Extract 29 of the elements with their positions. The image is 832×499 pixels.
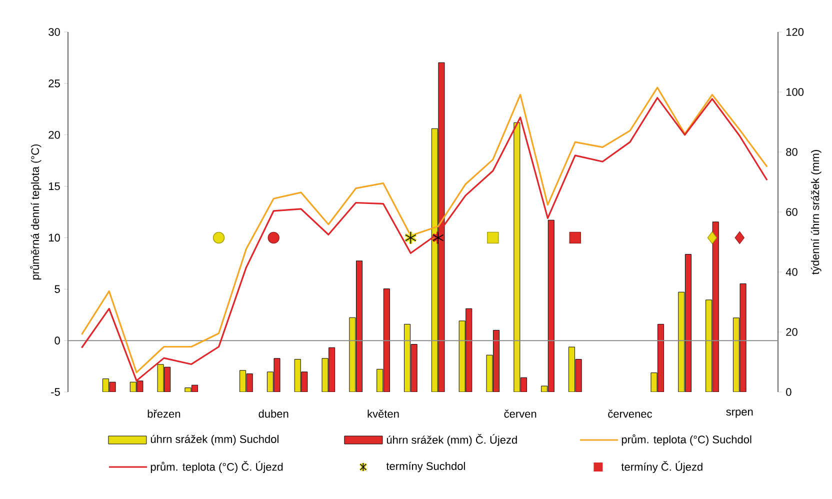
legend-label: úhrn srážek (mm) Č. Újezd [386, 434, 517, 446]
y-tick-label: 15 [48, 182, 60, 190]
x-tick-label: červenec [608, 410, 652, 418]
y-tick-label: 10 [48, 234, 60, 242]
y2-tick-label: 60 [786, 208, 798, 216]
y-tick-label: 0 [54, 336, 60, 344]
legend-label: prům. teplota (°C) Suchdol [622, 434, 752, 446]
y-tick-label: -5 [51, 388, 60, 396]
y2-tick-label: 120 [786, 28, 804, 36]
y-tick-label: 25 [48, 80, 60, 88]
y2-tick-label: 20 [786, 328, 798, 336]
x-tick-label: březen [148, 410, 180, 418]
y2-tick-label: 100 [786, 88, 804, 96]
y2-tick-label: 40 [786, 268, 798, 276]
y-axis-title: průměrná denní teplota (°C) [30, 144, 42, 280]
legend-label: termíny Suchdol [386, 462, 465, 472]
y2-tick-label: 0 [786, 388, 792, 396]
y-tick-label: 30 [48, 28, 60, 36]
x-tick-label: červen [504, 410, 536, 418]
legend-label: termíny Č. Újezd [621, 461, 702, 473]
legend-label: prům. teplota (°C) Č. Újezd [150, 461, 283, 473]
x-tick-label: duben [258, 410, 288, 418]
y-tick-label: 5 [54, 285, 60, 293]
y-tick-label: 20 [48, 130, 60, 139]
x-tick-label: srpen [726, 410, 753, 418]
y2-axis-title: týdenní úhrn srážek (mm) [810, 150, 822, 274]
x-tick-label: květen [368, 410, 399, 418]
y2-tick-label: 80 [786, 148, 798, 156]
legend-label: úhrn srážek (mm) Suchdol [150, 434, 278, 446]
